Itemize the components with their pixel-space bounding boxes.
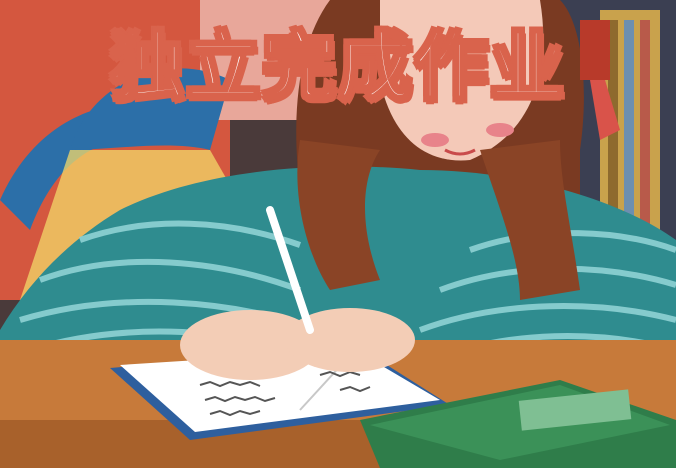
face <box>380 0 544 161</box>
left-hand <box>180 310 320 380</box>
lamp-shade <box>70 68 230 150</box>
right-hand <box>285 308 415 372</box>
title-text: 独立完成作业 <box>109 24 566 110</box>
pencil <box>266 206 314 334</box>
